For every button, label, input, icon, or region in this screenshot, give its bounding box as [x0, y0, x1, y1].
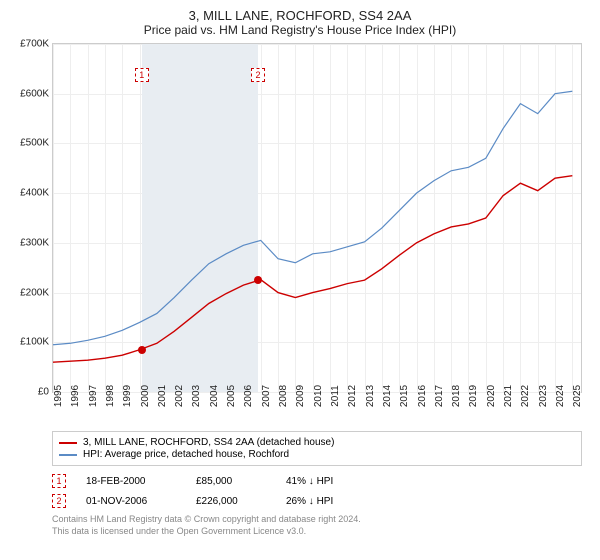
- transaction-pct: 41% ↓ HPI: [286, 476, 333, 487]
- attribution-line: Contains HM Land Registry data © Crown c…: [52, 514, 582, 526]
- x-tick-label: 2019: [468, 385, 479, 407]
- series-price_paid: [53, 176, 572, 362]
- y-tick-label: £700K: [20, 39, 49, 50]
- x-tick-label: 2022: [520, 385, 531, 407]
- chart-title: 3, MILL LANE, ROCHFORD, SS4 2AA: [12, 8, 588, 23]
- legend-swatch-price-paid: [59, 442, 77, 444]
- x-tick-label: 2011: [330, 385, 341, 407]
- down-arrow-icon: ↓: [309, 476, 314, 487]
- attribution-line: This data is licensed under the Open Gov…: [52, 526, 582, 538]
- y-axis: £0£100K£200K£300K£400K£500K£600K£700K: [13, 44, 51, 392]
- x-tick-label: 2002: [174, 385, 185, 407]
- x-tick-label: 2004: [209, 385, 220, 407]
- y-tick-label: £0: [38, 387, 49, 398]
- y-tick-label: £600K: [20, 88, 49, 99]
- chart-plot-area: £0£100K£200K£300K£400K£500K£600K£700K 12…: [52, 43, 582, 393]
- x-tick-label: 2013: [365, 385, 376, 407]
- transaction-price: £85,000: [196, 476, 266, 487]
- x-tick-label: 2001: [157, 385, 168, 407]
- marker-dot-icon: [254, 276, 262, 284]
- transaction-pct: 26% ↓ HPI: [286, 496, 333, 507]
- x-tick-label: 2023: [538, 385, 549, 407]
- transaction-date: 18-FEB-2000: [86, 476, 176, 487]
- down-arrow-icon: ↓: [309, 496, 314, 507]
- y-tick-label: £300K: [20, 237, 49, 248]
- x-tick-label: 1995: [53, 385, 64, 407]
- y-tick-label: £500K: [20, 138, 49, 149]
- marker-dot-icon: [138, 346, 146, 354]
- x-tick-label: 2020: [486, 385, 497, 407]
- x-tick-label: 2005: [226, 385, 237, 407]
- transaction-marker-icon: 2: [52, 494, 66, 508]
- y-tick-label: £200K: [20, 287, 49, 298]
- chart-subtitle: Price paid vs. HM Land Registry's House …: [12, 23, 588, 37]
- x-tick-label: 1998: [105, 385, 116, 407]
- x-tick-label: 2012: [347, 385, 358, 407]
- series-hpi: [53, 91, 572, 345]
- x-tick-label: 2024: [555, 385, 566, 407]
- legend-row: HPI: Average price, detached house, Roch…: [59, 449, 575, 460]
- x-tick-label: 2010: [313, 385, 324, 407]
- plot-region: 12: [53, 44, 581, 392]
- x-tick-label: 2018: [451, 385, 462, 407]
- x-tick-label: 2007: [261, 385, 272, 407]
- legend-row: 3, MILL LANE, ROCHFORD, SS4 2AA (detache…: [59, 437, 575, 448]
- y-tick-label: £100K: [20, 337, 49, 348]
- transaction-row: 2 01-NOV-2006 £226,000 26% ↓ HPI: [52, 494, 582, 508]
- x-tick-label: 2008: [278, 385, 289, 407]
- x-axis: 1995199619971998199920002001200220032004…: [53, 394, 581, 424]
- transaction-marker-icon: 1: [52, 474, 66, 488]
- transaction-price: £226,000: [196, 496, 266, 507]
- legend-box: 3, MILL LANE, ROCHFORD, SS4 2AA (detache…: [52, 431, 582, 466]
- x-tick-label: 2025: [572, 385, 583, 407]
- x-tick-label: 2009: [295, 385, 306, 407]
- marker-box-icon: 2: [251, 68, 265, 82]
- x-tick-label: 2014: [382, 385, 393, 407]
- x-tick-label: 1996: [70, 385, 81, 407]
- x-tick-label: 2006: [243, 385, 254, 407]
- legend-label: HPI: Average price, detached house, Roch…: [83, 449, 289, 460]
- x-tick-label: 2021: [503, 385, 514, 407]
- line-series-svg: [53, 44, 581, 392]
- transaction-rows: 1 18-FEB-2000 £85,000 41% ↓ HPI 2 01-NOV…: [52, 474, 582, 508]
- transaction-row: 1 18-FEB-2000 £85,000 41% ↓ HPI: [52, 474, 582, 488]
- y-tick-label: £400K: [20, 188, 49, 199]
- x-tick-label: 2000: [140, 385, 151, 407]
- legend-label: 3, MILL LANE, ROCHFORD, SS4 2AA (detache…: [83, 437, 334, 448]
- transaction-date: 01-NOV-2006: [86, 496, 176, 507]
- x-tick-label: 1999: [122, 385, 133, 407]
- x-tick-label: 2017: [434, 385, 445, 407]
- x-tick-label: 2016: [417, 385, 428, 407]
- x-tick-label: 2015: [399, 385, 410, 407]
- attribution-text: Contains HM Land Registry data © Crown c…: [52, 514, 582, 537]
- x-tick-label: 1997: [88, 385, 99, 407]
- legend-swatch-hpi: [59, 454, 77, 456]
- x-tick-label: 2003: [191, 385, 202, 407]
- marker-box-icon: 1: [135, 68, 149, 82]
